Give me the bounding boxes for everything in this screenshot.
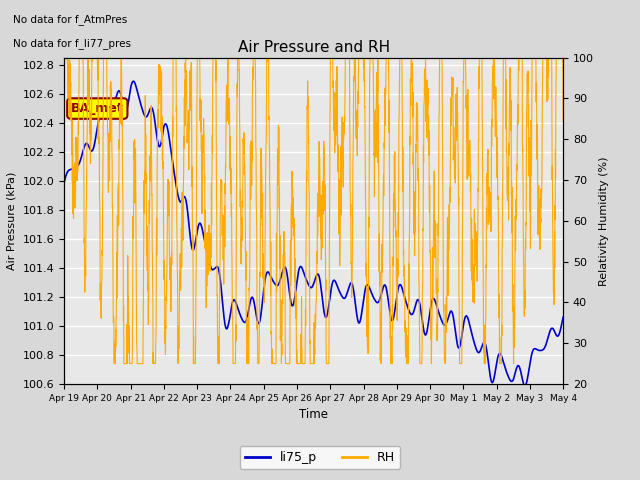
Legend: li75_p, RH: li75_p, RH — [240, 446, 400, 469]
Text: No data for f_AtmPres: No data for f_AtmPres — [13, 14, 127, 25]
Y-axis label: Relativity Humidity (%): Relativity Humidity (%) — [600, 156, 609, 286]
Y-axis label: Air Pressure (kPa): Air Pressure (kPa) — [7, 172, 17, 270]
Text: No data for f_li77_pres: No data for f_li77_pres — [13, 38, 131, 49]
Title: Air Pressure and RH: Air Pressure and RH — [237, 40, 390, 55]
Text: BA_met: BA_met — [71, 102, 124, 115]
X-axis label: Time: Time — [299, 408, 328, 421]
